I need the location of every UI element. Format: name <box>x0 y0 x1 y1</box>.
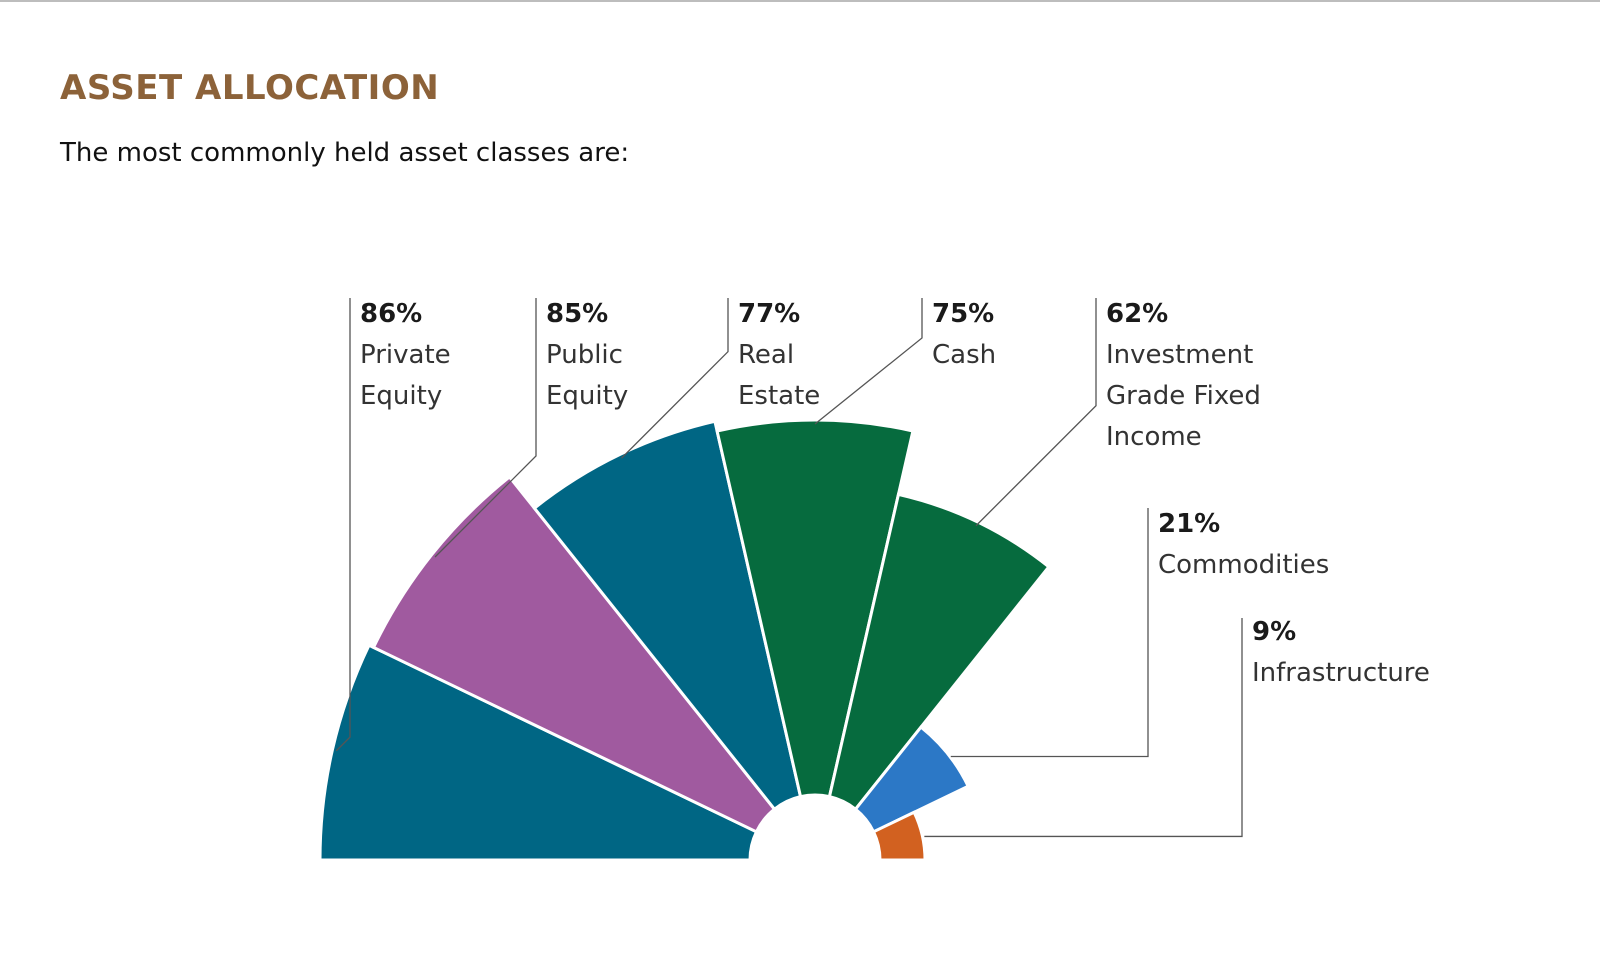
wedge-cash <box>715 418 915 799</box>
category-label-public-equity-line-1: Public <box>546 340 623 370</box>
wedge-labels: 86% Private Equity 85% Public Equity 77% Real Es… <box>360 299 1430 688</box>
leader-line-investment-grade-fixed-income <box>975 298 1097 527</box>
category-label-real-estate-line-1: Real <box>738 340 794 370</box>
category-label-infrastructure-line-1: Infrastructure <box>1252 658 1430 688</box>
category-label-investment-grade-fixed-income-line-1: Investment <box>1106 340 1253 370</box>
leader-line-infrastructure <box>924 618 1243 838</box>
wedge-private-equity <box>318 643 759 862</box>
category-label-public-equity-line-2: Equity <box>546 381 628 411</box>
category-label-real-estate-line-2: Estate <box>738 381 820 411</box>
value-label-cash: 75% <box>932 299 994 329</box>
value-label-infrastructure: 9% <box>1252 617 1296 647</box>
leader-line-real-estate <box>621 298 729 459</box>
leader-lines <box>335 298 1243 838</box>
category-label-private-equity-line-2: Equity <box>360 381 442 411</box>
value-label-public-equity: 85% <box>546 299 608 329</box>
top-divider <box>0 0 1600 2</box>
value-label-investment-grade-fixed-income: 62% <box>1106 299 1168 329</box>
leader-line-commodities <box>950 508 1149 758</box>
leader-line-cash <box>814 298 923 425</box>
page-subtitle: The most commonly held asset classes are… <box>60 138 630 168</box>
wedge-infrastructure <box>871 810 927 862</box>
value-label-private-equity: 86% <box>360 299 422 329</box>
leader-line-public-equity <box>434 298 537 558</box>
category-label-investment-grade-fixed-income-line-3: Income <box>1106 422 1202 452</box>
leader-line-private-equity <box>335 298 351 752</box>
page-title: ASSET ALLOCATION <box>60 68 440 108</box>
value-label-real-estate: 77% <box>738 299 800 329</box>
value-label-commodities: 21% <box>1158 509 1220 539</box>
wedge-real-estate <box>532 419 803 812</box>
category-label-cash-line-1: Cash <box>932 340 996 370</box>
wedges <box>318 418 1051 862</box>
wedge-public-equity <box>371 474 777 834</box>
wedge-investment-grade-fixed-income <box>827 492 1051 812</box>
category-label-commodities-line-1: Commodities <box>1158 550 1329 580</box>
category-label-investment-grade-fixed-income-line-2: Grade Fixed <box>1106 381 1261 411</box>
wedge-commodities <box>853 724 971 834</box>
category-label-private-equity-line-1: Private <box>360 340 451 370</box>
